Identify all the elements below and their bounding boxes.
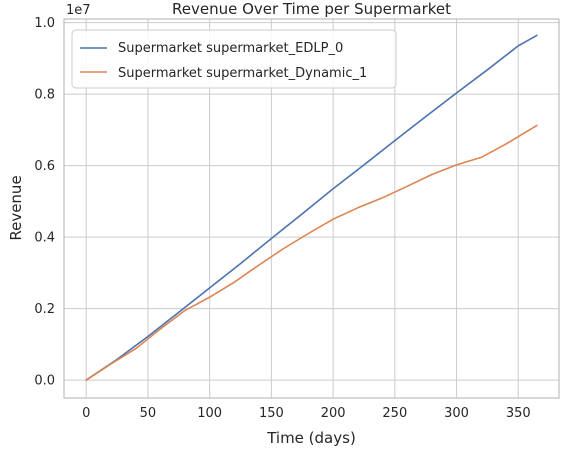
series-lines: [85, 34, 538, 381]
y-tick-label: 0.6: [34, 159, 55, 174]
x-tick-label: 0: [82, 406, 90, 421]
y-tick-label: 1.0: [34, 16, 55, 31]
x-tick-label: 150: [259, 406, 284, 421]
y-offset-label: 1e7: [66, 3, 91, 18]
x-tick-label: 50: [140, 406, 157, 421]
legend-box: [71, 29, 397, 89]
x-tick-label: 350: [506, 406, 531, 421]
axis-ticks: 0 50 100 150 200 250 300 350 0.0 0.2 0.4 0.6 0.8 1.0: [34, 16, 530, 421]
y-tick-label: 0.2: [34, 302, 55, 317]
x-axis-label: Time (days): [266, 429, 356, 447]
x-tick-label: 300: [444, 406, 469, 421]
legend-label-dynamic: Supermarket supermarket_Dynamic_1: [118, 66, 367, 81]
series-line-0: [85, 34, 538, 381]
y-tick-label: 0.0: [34, 374, 55, 389]
x-tick-label: 200: [321, 406, 346, 421]
plot-frame: [63, 18, 560, 399]
series-line-1: [85, 124, 538, 381]
x-tick-label: 100: [197, 406, 222, 421]
chart-title: Revenue Over Time per Supermarket: [172, 0, 451, 18]
x-tick-label: 250: [382, 406, 407, 421]
legend: Supermarket supermarket_EDLP_0 Supermark…: [71, 29, 397, 89]
y-tick-label: 0.8: [34, 88, 55, 103]
y-axis-label: Revenue: [7, 175, 25, 240]
y-tick-label: 0.4: [34, 231, 55, 246]
legend-label-edlp: Supermarket supermarket_EDLP_0: [118, 41, 343, 56]
